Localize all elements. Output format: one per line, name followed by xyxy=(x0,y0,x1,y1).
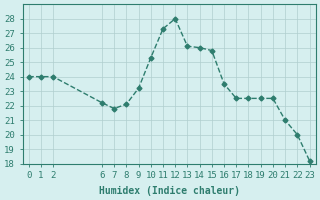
X-axis label: Humidex (Indice chaleur): Humidex (Indice chaleur) xyxy=(99,186,240,196)
